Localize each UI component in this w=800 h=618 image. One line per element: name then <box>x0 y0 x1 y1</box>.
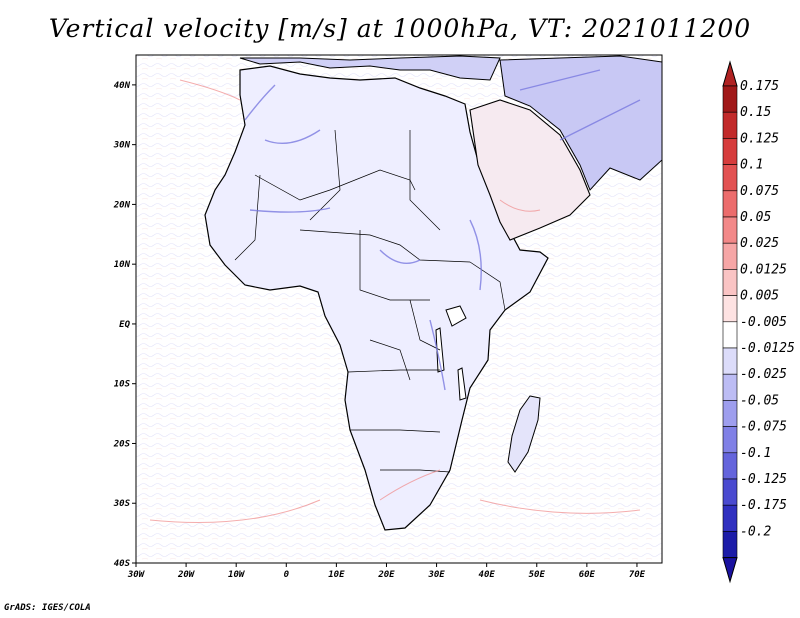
colorbar-swatch <box>722 85 738 113</box>
colorbar-swatch <box>722 531 738 558</box>
colorbar-label: 0.075 <box>740 184 779 199</box>
colorbar-label: 0.05 <box>740 210 771 225</box>
colorbar-swatch <box>722 478 738 506</box>
colorbar-label: 0.0125 <box>740 262 787 277</box>
grads-credit: GrADS: IGES/COLA <box>4 603 91 613</box>
lon-tick-label: 10E <box>328 570 345 580</box>
colorbar-label: -0.075 <box>740 420 787 435</box>
lon-tick-label: 50E <box>529 570 546 580</box>
colorbar-swatch <box>722 216 738 244</box>
colorbar-label: -0.005 <box>740 315 787 330</box>
colorbar-label: -0.175 <box>740 498 787 513</box>
colorbar-swatch <box>722 426 738 454</box>
colorbar-label: -0.2 <box>740 524 771 539</box>
velocity-field <box>136 55 662 563</box>
lon-tick-label: 70E <box>629 570 646 580</box>
colorbar-swatch <box>722 111 738 139</box>
colorbar-label: 0.15 <box>740 105 771 120</box>
plot-frame <box>135 54 663 564</box>
lat-tick-label: 40S <box>114 559 131 569</box>
lake-victoria <box>445 305 467 327</box>
latitude-axis: 40N 30N 20N 10N EQ 10S 20S 30S 40S <box>113 81 136 569</box>
lon-tick-label: 0 <box>284 570 290 580</box>
colorbar-top-arrow <box>722 60 738 87</box>
colorbar-swatch <box>722 190 738 218</box>
colorbar-swatch <box>722 347 738 375</box>
colorbar-label: -0.0125 <box>740 341 795 356</box>
lat-tick-label: 10S <box>114 380 131 390</box>
lat-tick-label: 20N <box>113 200 131 210</box>
lon-tick-label: 10W <box>228 570 246 580</box>
longitude-axis: 30W 20W 10W 0 10E 20E 30E 40E 50E 60E 70E <box>127 563 646 580</box>
colorbar-swatch <box>722 138 738 165</box>
colorbar-label: 0.025 <box>740 236 779 251</box>
lat-tick-label: 40N <box>114 81 131 91</box>
negative-velocity-streaks <box>244 69 641 391</box>
colorbar-label: 0.005 <box>740 289 779 304</box>
colorbar-swatch <box>722 400 738 427</box>
africa-landmass <box>204 65 549 531</box>
lat-tick-label: 20S <box>113 439 131 449</box>
colorbar-swatch <box>722 295 738 323</box>
colorbar: 0.175 0.15 0.125 0.1 0.075 0.05 0.025 0.0125 0.0… <box>722 60 795 584</box>
colorbar-swatch <box>722 164 738 192</box>
lon-tick-label: 20E <box>377 570 395 580</box>
colorbar-swatch <box>722 504 738 532</box>
lon-tick-label: 30W <box>127 570 146 580</box>
colorbar-swatch <box>722 321 738 349</box>
europe-landmass <box>239 55 501 81</box>
lat-tick-label: 30S <box>113 499 131 509</box>
lon-tick-label: 60E <box>579 570 596 580</box>
colorbar-label: -0.025 <box>740 367 787 382</box>
madagascar <box>507 395 541 473</box>
colorbar-label: -0.125 <box>740 472 787 487</box>
positive-velocity-streaks <box>149 79 641 523</box>
lon-tick-label: 40E <box>479 570 496 580</box>
lon-tick-label: 20W <box>177 570 196 580</box>
colorbar-label: 0.175 <box>740 79 779 94</box>
colorbar-label: 0.1 <box>740 158 763 173</box>
colorbar-label: -0.05 <box>740 393 779 408</box>
colorbar-swatch <box>722 269 738 296</box>
map-title: Vertical velocity [m/s] at 1000hPa, VT: … <box>48 14 752 43</box>
colorbar-bottom-arrow <box>722 557 738 584</box>
colorbar-swatch <box>722 373 738 401</box>
lat-tick-label: 10N <box>114 260 131 270</box>
colorbar-label: 0.125 <box>740 131 779 146</box>
arabia-landmass <box>469 99 591 241</box>
colorbar-swatch <box>722 452 738 480</box>
lat-tick-label: 30N <box>113 141 131 151</box>
colorbar-label: -0.1 <box>740 446 771 461</box>
colorbar-swatch <box>722 242 738 270</box>
lon-tick-label: 30E <box>427 570 445 580</box>
lat-tick-label: EQ <box>119 320 130 330</box>
lake-malawi <box>457 367 467 401</box>
middle-east-landmass <box>499 55 662 191</box>
